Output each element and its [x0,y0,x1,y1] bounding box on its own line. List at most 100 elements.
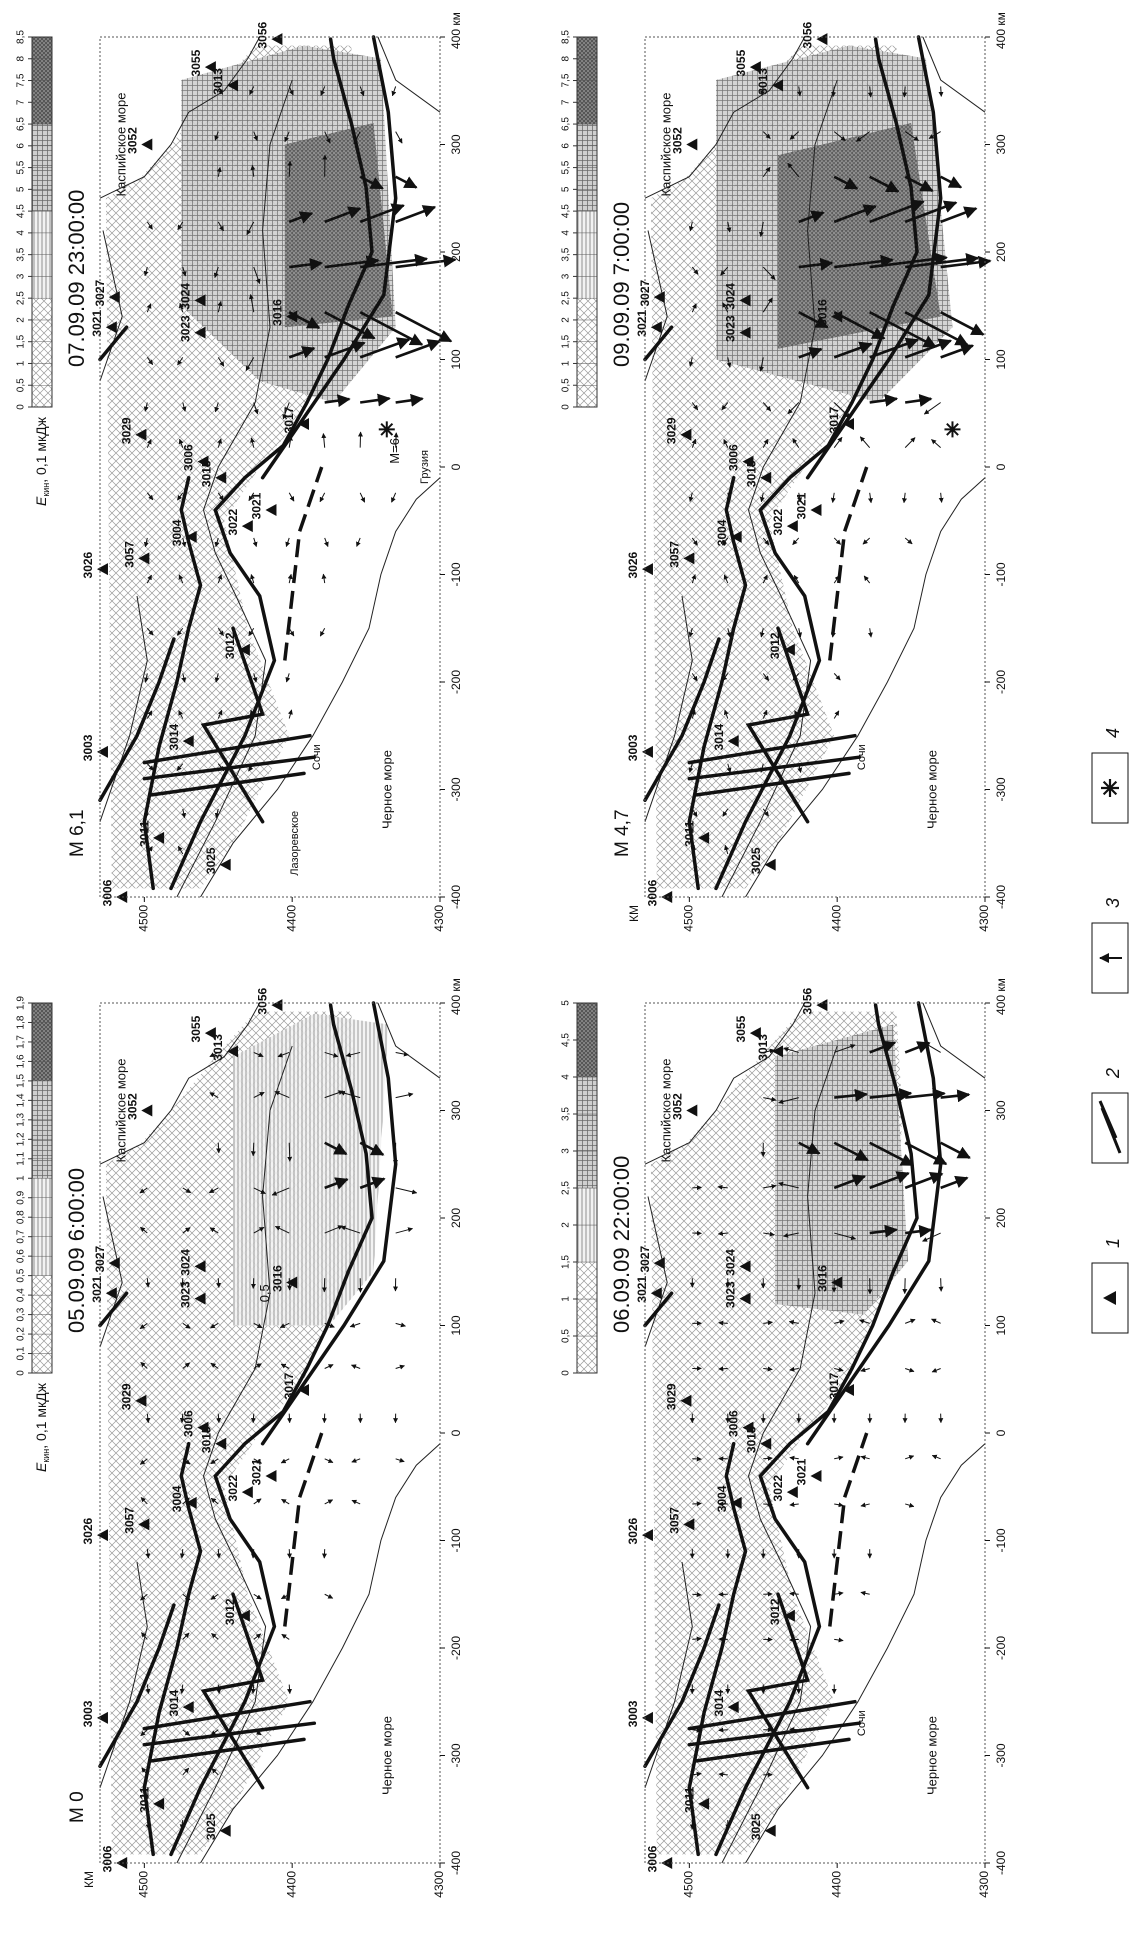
x-tick-label: 0 [449,463,463,470]
colorbar-band [32,211,52,233]
motion-arrow [790,1639,799,1640]
colorbar-tick-label: 4,5 [561,1033,572,1047]
colorbar-label: Eкин, 0,1 мкДж [33,416,52,506]
place-label: Черное море [925,750,940,829]
panel: 09.09.09 7:00:00M 4,700,511,522,533,544,… [561,12,1009,932]
colorbar-tick-label: 2,5 [561,1181,572,1195]
colorbar-tick-label: 1 [561,1296,572,1302]
motion-arrow [218,1278,219,1287]
colorbar-band [32,233,52,255]
colorbar-band [577,276,597,298]
x-tick-label: 400 км [994,978,1008,1015]
x-tick-label: -100 [994,562,1008,586]
place-label: Сочи [856,1710,868,1736]
panel: 06.09.09 22:00:0000,511,522,533,544,55Че… [561,978,1009,1898]
colorbar-band [32,1081,52,1100]
station-label: 3004 [715,1485,729,1512]
station-label: 3056 [256,21,270,48]
motion-arrow [719,1730,728,1731]
station-label: 3025 [204,1813,218,1840]
motion-arrow [941,1278,942,1291]
x-tick-label: -400 [994,885,1008,909]
colorbar-band [32,1159,52,1178]
y-axis-unit: КМ [627,905,641,922]
x-tick-label: 200 [994,242,1008,262]
station-label: 3021 [90,310,104,337]
motion-arrow [763,1504,772,1505]
station-label: 3029 [120,417,134,444]
colorbar-band [577,124,597,146]
x-tick-label: -200 [449,1636,463,1660]
colorbar-tick-label: 0,8 [16,1210,27,1224]
station-label: 3016 [815,1265,829,1292]
landscape-group: 05.09.09 6:00:00M 000,10,20,30,40,50,60,… [16,12,1128,1898]
colorbar-band [32,363,52,385]
x-tick-label: 300 [449,134,463,154]
colorbar-band [32,124,52,146]
colorbar-tick-label: 1,5 [561,1255,572,1269]
station-label: 3023 [179,315,193,342]
colorbar-tick-label: 5 [16,186,27,192]
colorbar-tick-label: 0,7 [16,1229,27,1243]
station-label: 3024 [179,283,193,310]
place-label: Лазоревское [289,811,301,876]
station-label: 3055 [189,1015,203,1042]
x-tick-label: 100 [449,349,463,369]
energy-area [233,1014,388,1326]
colorbar-tick-label: 6 [561,143,572,149]
colorbar-band [32,342,52,364]
station-label: 3006 [100,1845,114,1872]
station-label: 3023 [724,1281,738,1308]
motion-arrow [763,1458,772,1459]
station-label: 3011 [682,1787,696,1813]
colorbar-tick-label: 8,5 [16,30,27,44]
station-label: 3003 [81,1700,95,1727]
colorbar-band [32,1022,52,1041]
station-label: 3022 [226,508,240,535]
station-label: 3057 [123,1507,137,1534]
station-label: 3012 [768,632,782,659]
colorbar-tick-label: 0,5 [561,1329,572,1343]
station-label: 3055 [734,1015,748,1042]
colorbar-band [577,168,597,190]
colorbar-label: Eкин, 0,1 мкДж [33,1382,52,1472]
legend-label: 3 [1103,898,1123,908]
place-label: Сочи [856,744,868,770]
colorbar-band [577,233,597,255]
colorbar-band [577,1225,597,1262]
colorbar-tick-label: 1,5 [16,1074,27,1088]
colorbar-band [577,146,597,168]
colorbar-tick-label: 0,6 [16,1249,27,1263]
station-label: 3014 [167,723,181,750]
station-label: 3057 [123,541,137,568]
colorbar-tick-label: 0,1 [16,1346,27,1360]
station-label: 3024 [724,283,738,310]
station-label: 3012 [223,1598,237,1625]
colorbar-band [32,1178,52,1197]
colorbar-tick-label: 1 [16,360,27,366]
station-label: 3014 [712,723,726,750]
place-label: Сочи [311,744,323,770]
station-label: 3023 [179,1281,193,1308]
station-label: 3021 [250,1458,264,1485]
x-tick-label: 300 [994,1100,1008,1120]
colorbar-tick-label: 1,9 [16,996,27,1010]
x-tick-label: 0 [994,1429,1008,1436]
colorbar-band [577,363,597,385]
colorbar-band [32,255,52,277]
colorbar-band [577,1151,597,1188]
station-label: 3006 [727,444,741,471]
station-label: 3003 [626,1700,640,1727]
colorbar-tick-label: 0,5 [16,1268,27,1282]
colorbar-tick-label: 0,5 [561,378,572,392]
colorbar-band [32,1042,52,1061]
station-label: 3006 [645,879,659,906]
colorbar-tick-label: 3 [16,273,27,279]
colorbar-tick-label: 4,5 [16,204,27,218]
legend-label: 2 [1103,1068,1123,1079]
colorbar-tick-label: 2 [561,317,572,323]
colorbar-band [577,37,597,59]
x-tick-label: -100 [449,562,463,586]
x-tick-label: 400 км [449,978,463,1015]
colorbar-tick-label: 7 [16,99,27,105]
